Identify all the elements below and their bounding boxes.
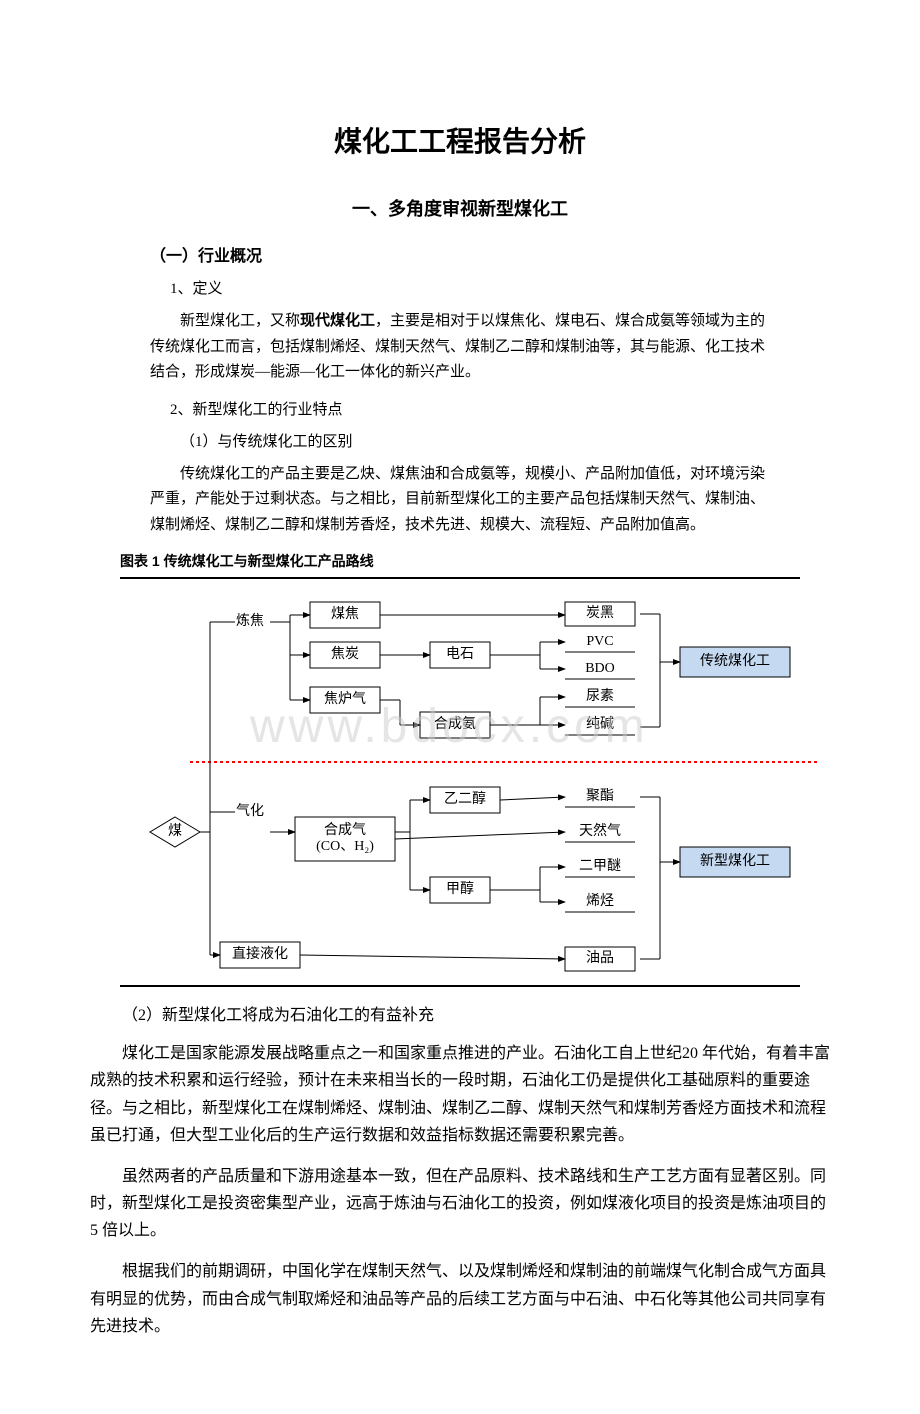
flowchart-svg: 煤 炼焦气化直接液化 煤焦焦炭焦炉气 电石合成氨合成气(CO、H₂) 乙二醇甲醇 炭黑 PV… xyxy=(120,587,840,977)
features-label: 2、新型煤化工的行业特点 xyxy=(170,398,830,422)
definition-body: 新型煤化工，又称现代煤化工，主要是相对于以煤焦化、煤电石、煤合成氨等领域为主的传… xyxy=(150,309,770,386)
svg-text:PVC: PVC xyxy=(586,634,613,649)
features-sub1-body: 传统煤化工的产品主要是乙炔、煤焦油和合成氨等，规模小、产品附加值低，对环境污染严… xyxy=(150,462,770,539)
svg-text:煤: 煤 xyxy=(168,823,182,839)
svg-text:电石: 电石 xyxy=(446,646,474,662)
section2-p1: 煤化工是国家能源发展战略重点之一和国家重点推进的产业。石油化工自上世纪20 年代… xyxy=(90,1040,830,1149)
svg-text:BDO: BDO xyxy=(585,661,615,676)
svg-text:二甲醚: 二甲醚 xyxy=(579,858,621,874)
sub-heading-1-1: （一）行业概况 xyxy=(150,244,830,270)
svg-text:传统煤化工: 传统煤化工 xyxy=(700,653,770,669)
svg-text:乙二醇: 乙二醇 xyxy=(444,790,486,807)
svg-text:焦炭: 焦炭 xyxy=(331,646,359,662)
svg-text:新型煤化工: 新型煤化工 xyxy=(700,853,770,869)
svg-text:尿素: 尿素 xyxy=(586,688,614,704)
section2-p2: 虽然两者的产品质量和下游用途基本一致，但在产品原料、技术路线和生产工艺方面有显著… xyxy=(90,1163,830,1245)
chart-caption: 图表 1 传统煤化工与新型煤化工产品路线 xyxy=(120,550,830,572)
svg-text:烯烃: 烯烃 xyxy=(586,893,614,909)
def-pre: 新型煤化工，又称 xyxy=(180,313,300,329)
svg-text:(CO、H₂): (CO、H₂) xyxy=(316,839,374,854)
svg-text:甲醇: 甲醇 xyxy=(446,880,474,897)
svg-text:气化: 气化 xyxy=(236,803,264,819)
svg-text:直接液化: 直接液化 xyxy=(232,945,288,962)
page-title: 煤化工工程报告分析 xyxy=(90,120,830,165)
def-bold: 现代煤化工 xyxy=(300,313,375,329)
definition-label: 1、定义 xyxy=(170,277,830,301)
svg-text:煤焦: 煤焦 xyxy=(331,606,359,622)
svg-text:炼焦: 炼焦 xyxy=(236,613,264,629)
features-sub1: （1）与传统煤化工的区别 xyxy=(180,430,830,454)
svg-text:焦炉气: 焦炉气 xyxy=(324,691,366,707)
svg-text:合成气: 合成气 xyxy=(324,822,366,838)
svg-text:炭黑: 炭黑 xyxy=(586,605,614,621)
section2-p3: 根据我们的前期调研，中国化学在煤制天然气、以及煤制烯烃和煤制油的前端煤气化制合成… xyxy=(90,1258,830,1340)
svg-text:天然气: 天然气 xyxy=(579,822,621,839)
svg-text:聚酯: 聚酯 xyxy=(586,788,614,804)
flowchart: www.bdocx.com 煤炼焦气化直接液化煤焦焦炭焦炉气电石合成氨合成气(C… xyxy=(120,577,800,987)
svg-text:合成氨: 合成氨 xyxy=(434,716,476,732)
section2-heading: （2）新型煤化工将成为石油化工的有益补充 xyxy=(90,1003,830,1029)
section-heading-1: 一、多角度审视新型煤化工 xyxy=(90,195,830,224)
svg-text:纯碱: 纯碱 xyxy=(586,716,614,732)
svg-text:油品: 油品 xyxy=(586,950,614,966)
